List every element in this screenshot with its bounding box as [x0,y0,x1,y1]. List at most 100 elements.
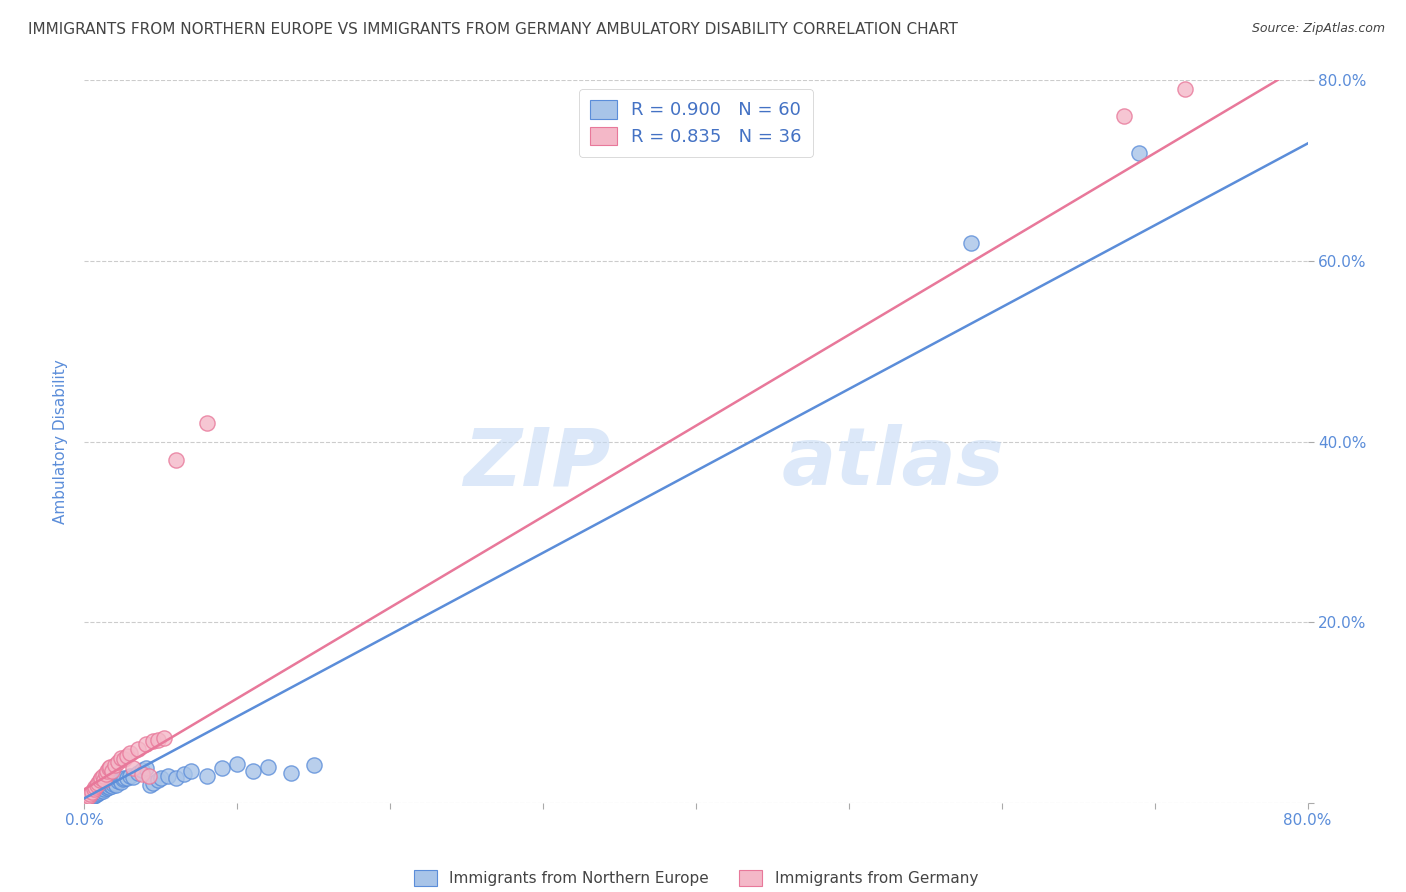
Y-axis label: Ambulatory Disability: Ambulatory Disability [53,359,69,524]
Point [76,791,98,805]
Point [87,784,110,798]
Point [87,786,110,800]
Point [77,792,100,806]
Point [173,767,195,781]
Point [97,762,120,776]
Point [94,767,117,781]
Point [104,776,127,790]
Point [90,783,112,797]
Point [195,769,218,783]
Point [79,791,101,805]
Text: IMMIGRANTS FROM NORTHERN EUROPE VS IMMIGRANTS FROM GERMANY AMBULATORY DISABILITY: IMMIGRANTS FROM NORTHERN EUROPE VS IMMIG… [28,22,957,37]
Point [131,767,153,781]
Point [89,785,111,799]
Point [120,746,142,760]
Point [83,782,105,797]
Point [180,764,202,779]
Point [135,737,157,751]
Point [122,770,145,784]
Point [122,762,145,776]
Point [83,789,105,803]
Point [142,734,165,748]
Point [86,785,108,799]
Point [107,755,129,769]
Point [139,778,162,792]
Point [104,757,127,772]
Point [149,772,172,786]
Point [79,787,101,801]
Point [93,773,115,788]
Point [105,778,128,792]
Point [107,774,129,789]
Point [257,760,280,774]
Point [91,784,114,798]
Point [157,769,180,783]
Point [101,764,124,779]
Point [90,771,112,785]
Point [112,752,135,766]
Text: atlas: atlas [782,425,1004,502]
Point [77,790,100,805]
Point [195,417,218,431]
Point [91,781,114,796]
Point [91,769,114,783]
Point [94,780,117,795]
Point [960,235,983,250]
Point [142,776,165,790]
Point [108,773,131,788]
Point [89,782,111,797]
Point [86,778,108,792]
Point [80,788,103,802]
Point [84,788,107,802]
Point [96,781,118,796]
Point [1174,82,1197,96]
Point [302,757,325,772]
Point [86,787,108,801]
Point [110,775,132,789]
Point [76,790,98,805]
Point [96,764,118,779]
Point [111,772,134,787]
Point [226,756,249,771]
Point [79,789,101,803]
Point [93,782,115,797]
Point [211,762,233,776]
Point [131,764,153,778]
Point [115,748,138,763]
Text: ZIP: ZIP [463,425,610,502]
Point [103,777,125,791]
Point [115,772,138,786]
Point [110,750,132,764]
Point [112,771,135,785]
Point [280,766,302,780]
Point [75,794,97,808]
Point [1128,145,1150,160]
Point [75,792,97,806]
Point [98,760,121,774]
Point [84,780,107,794]
Legend: Immigrants from Northern Europe, Immigrants from Germany: Immigrants from Northern Europe, Immigra… [405,861,987,892]
Point [146,732,169,747]
Point [76,793,98,807]
Text: Source: ZipAtlas.com: Source: ZipAtlas.com [1251,22,1385,36]
Point [146,773,169,788]
Point [120,769,142,783]
Point [165,452,187,467]
Point [83,787,105,801]
Point [127,766,149,780]
Point [153,731,176,745]
Point [101,779,124,793]
Point [84,786,107,800]
Point [87,776,110,790]
Point [97,780,120,794]
Point [98,778,121,792]
Point [1114,109,1136,123]
Point [77,789,100,803]
Point [138,769,160,783]
Point [80,785,103,799]
Point [80,789,103,804]
Point [165,771,187,785]
Point [89,773,111,788]
Point [242,764,264,779]
Point [135,762,157,776]
